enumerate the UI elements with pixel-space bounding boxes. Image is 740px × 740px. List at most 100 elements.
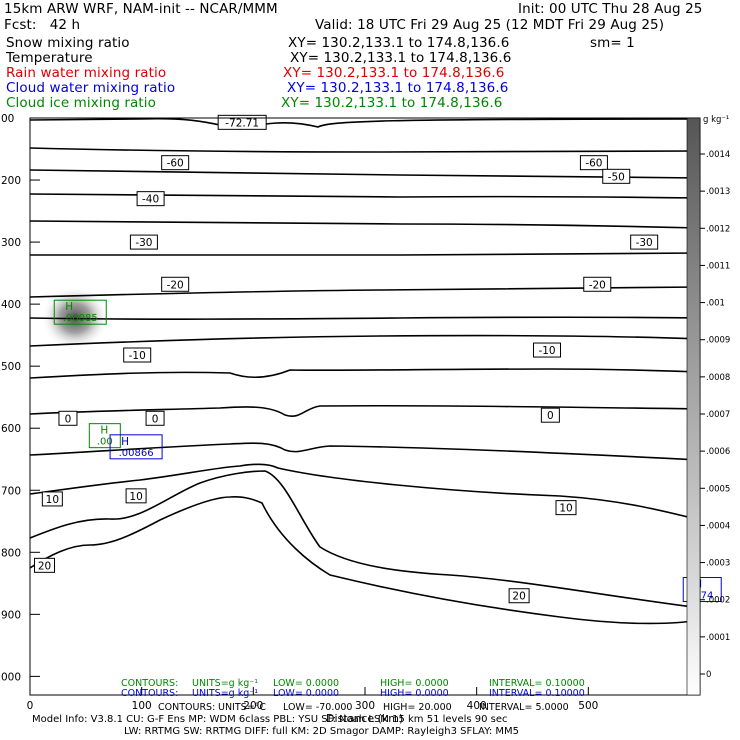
- maximum-marker: H.00085: [53, 299, 107, 325]
- svg-text:LOW= 0.0000: LOW= 0.0000: [273, 688, 339, 699]
- isotherm-label: -30: [630, 234, 659, 250]
- field-name-rain: Rain water mixing ratio: [6, 65, 167, 81]
- isotherm-line: [30, 463, 700, 521]
- field-smoothing: sm= 1: [590, 35, 635, 51]
- pressure-tick-label: 400: [1, 299, 21, 311]
- pressure-tick-label: 900: [1, 609, 21, 621]
- svg-text:20: 20: [38, 560, 51, 572]
- model-title: 15km ARW WRF, NAM-init -- NCAR/MMM: [4, 1, 278, 17]
- colorbar-tick-label: .0008: [706, 373, 730, 383]
- isotherm-line: [30, 316, 700, 320]
- svg-text:10: 10: [129, 491, 142, 503]
- forecast-hour: Fcst: 42 h: [4, 17, 81, 33]
- svg-text:0: 0: [65, 413, 72, 425]
- pressure-axis: 00 200 300 400 500 600 700 800 900 000: [1, 113, 40, 683]
- colorbar-tick-label: .0004: [706, 521, 730, 531]
- isotherm-label: 0: [540, 407, 560, 423]
- isotherm-line: [30, 334, 700, 347]
- distance-tick-label: 100: [132, 700, 152, 712]
- svg-text:-10: -10: [129, 350, 146, 362]
- isotherm-line: [30, 169, 700, 179]
- field-name-cloud-water: Cloud water mixing ratio: [6, 80, 176, 96]
- valid-time: Valid: 18 UTC Fri 29 Aug 25 (12 MDT Fri …: [315, 17, 665, 33]
- isotherm-label: -40: [136, 191, 165, 207]
- colorbar-tick-label: .001: [706, 299, 725, 309]
- model-info-line-1: Model Info: V3.8.1 CU: G-F Ens MP: WDM 6…: [32, 714, 508, 725]
- colorbar-tick-label: .0013: [706, 187, 730, 197]
- colorbar: [686, 117, 701, 696]
- colorbar-tick-label: .0001: [706, 633, 730, 643]
- colorbar-unit: g kg⁻¹: [703, 115, 729, 125]
- pressure-tick-label: 00: [1, 113, 14, 125]
- colorbar-tick-label: .0002: [706, 596, 730, 606]
- isotherm-label: -60: [161, 155, 190, 171]
- svg-text:.00: .00: [97, 437, 113, 448]
- svg-text:0: 0: [152, 413, 159, 425]
- svg-text:LOW= 0.0000: LOW= 0.0000: [273, 678, 339, 689]
- svg-text:UNITS=°C: UNITS=°C: [218, 702, 266, 713]
- svg-text:10: 10: [559, 503, 572, 515]
- svg-text:INTERVAL= 0.10000: INTERVAL= 0.10000: [489, 688, 585, 699]
- plot-header: 15km ARW WRF, NAM-init -- NCAR/MMM Init:…: [0, 0, 740, 115]
- isotherm-label: 10: [555, 500, 577, 516]
- svg-text:H: H: [65, 301, 73, 313]
- isotherm-label: 0: [58, 410, 78, 426]
- init-time: Init: 00 UTC Thu 28 Aug 25: [518, 1, 703, 17]
- distance-tick-label: 200: [243, 700, 263, 712]
- isotherm-line: [30, 147, 700, 153]
- colorbar-tick-label: .0003: [706, 559, 730, 569]
- isotherm-label: -20: [161, 276, 190, 292]
- colorbar-tick-label: 0: [706, 670, 711, 680]
- isotherm-label: -10: [533, 342, 562, 358]
- field-name-cloud-ice: Cloud ice mixing ratio: [6, 95, 157, 111]
- colorbar-tick-label: .0005: [706, 484, 730, 494]
- isotherm-line: [30, 193, 700, 199]
- temperature-contour-labels: -72.71 -60 -60 -50 -40 -30 -30 -20 -20 -10 -10 0 0 0 1…: [34, 114, 659, 604]
- model-info-line-2: LW: RRTMG SW: RRTMG DIFF: full KM: 2D Sm…: [124, 726, 519, 737]
- pressure-tick-label: 700: [1, 485, 21, 497]
- svg-text:HIGH= 20.000: HIGH= 20.000: [383, 702, 452, 713]
- svg-text:10: 10: [46, 494, 59, 506]
- svg-text:H: H: [121, 436, 129, 448]
- pressure-tick-label: 800: [1, 547, 21, 559]
- maximum-marker: H.00: [88, 423, 121, 449]
- field-xy-temperature: XY= 130.2,133.1 to 174.8,136.6: [290, 50, 512, 66]
- temperature-contours: [30, 118, 700, 625]
- isotherm-label: -60: [579, 155, 608, 171]
- svg-text:UNITS=g kg⁻¹: UNITS=g kg⁻¹: [192, 688, 258, 699]
- colorbar-tick-label: .0014: [706, 150, 730, 160]
- svg-text:H: H: [100, 425, 108, 437]
- svg-text:CONTOURS:: CONTOURS:: [158, 702, 215, 713]
- footer-contours-green: CONTOURS: UNITS=g kg⁻¹ LOW= 0.0000 HIGH=…: [121, 678, 585, 689]
- field-name-snow: Snow mixing ratio: [6, 35, 130, 51]
- svg-text:-30: -30: [135, 237, 152, 249]
- svg-text:20: 20: [512, 591, 525, 603]
- svg-text:.074: .074: [691, 591, 713, 602]
- field-xy-cloud-water: XY= 130.2,133.1 to 174.8,136.6: [287, 80, 509, 96]
- isotherm-label: -20: [583, 276, 612, 292]
- distance-axis: 0 100 200 300 400 500: [27, 687, 598, 712]
- svg-text:UNITS=g kg⁻¹: UNITS=g kg⁻¹: [192, 678, 258, 689]
- colorbar-tick-label: .0006: [706, 447, 730, 457]
- svg-text:-50: -50: [608, 171, 625, 183]
- isotherm-label: -10: [123, 347, 152, 363]
- pressure-tick-label: 300: [1, 237, 21, 249]
- footer-contours-blue: CONTOURS: UNITS=g kg⁻¹ LOW= 0.0000 HIGH=…: [121, 688, 585, 699]
- footer-contours-temperature: CONTOURS: UNITS=°C LOW= -70.000 HIGH= 20…: [158, 702, 569, 713]
- isotherm-line: [30, 118, 700, 130]
- isotherm-line: [30, 496, 700, 625]
- svg-text:-10: -10: [538, 345, 555, 357]
- svg-text:HIGH= 0.0000: HIGH= 0.0000: [380, 678, 449, 689]
- isotherm-line: [30, 442, 700, 461]
- svg-text:-60: -60: [585, 158, 602, 170]
- field-xy-rain: XY= 130.2,133.1 to 174.8,136.6: [283, 65, 505, 81]
- isotherm-label: 20: [508, 588, 530, 604]
- svg-text:INTERVAL= 0.10000: INTERVAL= 0.10000: [489, 678, 585, 689]
- svg-text:-20: -20: [167, 279, 184, 291]
- svg-text:HIGH= 0.0000: HIGH= 0.0000: [380, 688, 449, 699]
- pressure-tick-label: 500: [1, 361, 21, 373]
- svg-text:INTERVAL= 5.0000: INTERVAL= 5.0000: [479, 702, 569, 713]
- pressure-tick-label: 000: [1, 671, 21, 683]
